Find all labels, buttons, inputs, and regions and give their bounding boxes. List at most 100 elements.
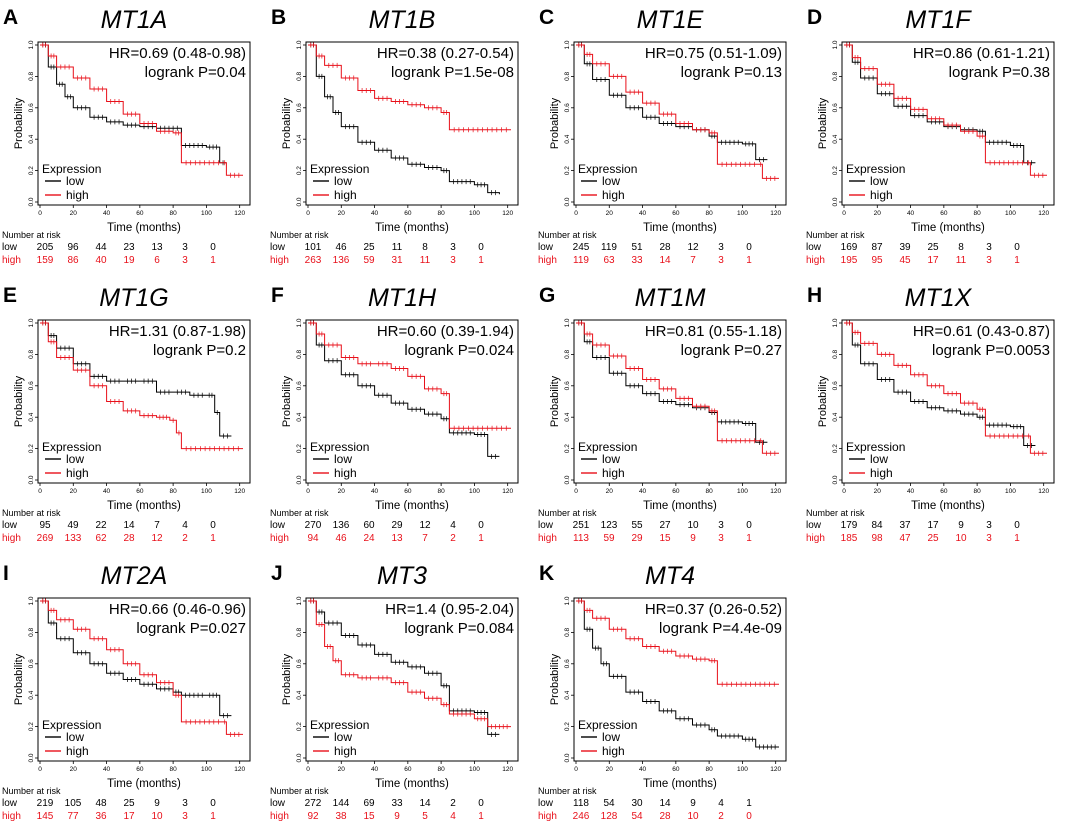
plot-frame — [305, 597, 519, 762]
risk-value-low: 245 — [573, 242, 590, 253]
x-tick-label: 20 — [70, 210, 78, 217]
risk-value-high: 98 — [871, 533, 883, 544]
x-tick-label: 40 — [371, 766, 379, 773]
survival-curve-low — [40, 600, 232, 717]
risk-value-low: 3 — [986, 520, 992, 531]
risk-value-low: 60 — [363, 520, 375, 531]
km-panel-mt1e: C MT1E 0.0 0.2 0.4 0.6 0.8 1.0 0 20 40 60 80 100 120 Pr… — [536, 0, 804, 278]
risk-table-title: Number at risk — [538, 508, 597, 518]
legend-title: Expression — [310, 718, 369, 732]
logrank-p: logrank P=0.04 — [145, 64, 246, 81]
risk-value-low: 51 — [631, 242, 643, 253]
x-tick-label: 80 — [170, 210, 178, 217]
risk-value-low: 8 — [422, 242, 428, 253]
y-axis-label: Probability — [817, 375, 829, 427]
x-tick-label: 20 — [606, 488, 614, 495]
risk-value-high: 1 — [478, 533, 484, 544]
x-tick-label: 100 — [469, 488, 480, 495]
x-axis-label: Time (months) — [643, 222, 717, 234]
y-tick-label: 0.0 — [28, 753, 35, 762]
y-tick-label: 0.6 — [564, 659, 571, 668]
risk-value-high: 136 — [333, 255, 350, 266]
risk-row-label-low: low — [2, 242, 18, 253]
risk-value-high: 14 — [659, 255, 671, 266]
legend-title: Expression — [846, 440, 905, 454]
plot-frame — [573, 597, 787, 762]
risk-value-low: 144 — [333, 798, 350, 809]
risk-table-title: Number at risk — [2, 508, 61, 518]
risk-value-low: 12 — [419, 520, 431, 531]
y-tick-label: 0.4 — [564, 134, 571, 143]
x-tick-label: 120 — [770, 766, 781, 773]
y-tick-label: 0.2 — [296, 166, 303, 175]
risk-row-label-high: high — [270, 811, 289, 822]
risk-value-low: 0 — [1014, 520, 1020, 531]
panel-letter: G — [539, 284, 555, 307]
x-tick-label: 60 — [136, 210, 144, 217]
legend-title: Expression — [310, 162, 369, 176]
y-tick-label: 0.0 — [832, 197, 839, 206]
y-tick-label: 0.0 — [28, 197, 35, 206]
risk-value-low: 22 — [95, 520, 107, 531]
x-tick-label: 40 — [103, 766, 111, 773]
risk-value-high: 59 — [603, 533, 615, 544]
risk-value-high: 0 — [746, 811, 752, 822]
risk-value-low: 17 — [927, 520, 939, 531]
legend-label-low: low — [602, 452, 620, 466]
risk-value-low: 30 — [631, 798, 643, 809]
x-tick-label: 100 — [201, 210, 212, 217]
survival-curve-low — [576, 44, 768, 161]
risk-value-low: 119 — [601, 242, 617, 253]
risk-value-low: 0 — [478, 798, 484, 809]
legend-title: Expression — [42, 162, 101, 176]
y-axis-label: Probability — [281, 97, 293, 149]
y-tick-label: 0.8 — [564, 350, 571, 359]
km-panel-mt1a: A MT1A 0.0 0.2 0.4 0.6 0.8 1.0 0 20 40 60 80 100 120 Pr… — [0, 0, 268, 278]
risk-value-high: 5 — [422, 811, 428, 822]
legend-label-high: high — [66, 744, 89, 758]
risk-value-high: 246 — [573, 811, 590, 822]
x-tick-label: 100 — [737, 488, 748, 495]
risk-value-high: 24 — [363, 533, 375, 544]
y-tick-label: 0.4 — [28, 134, 35, 143]
risk-value-high: 3 — [450, 255, 456, 266]
risk-value-low: 136 — [333, 520, 350, 531]
logrank-p: logrank P=0.2 — [153, 342, 246, 359]
y-tick-label: 1.0 — [832, 318, 839, 327]
y-tick-label: 0.4 — [564, 412, 571, 421]
risk-value-high: 4 — [450, 811, 456, 822]
risk-value-high: 17 — [927, 255, 939, 266]
risk-value-low: 272 — [305, 798, 322, 809]
km-panel-mt4: K MT4 0.0 0.2 0.4 0.6 0.8 1.0 0 20 40 60 80 100 120 Pro… — [536, 556, 804, 834]
x-tick-label: 100 — [737, 766, 748, 773]
x-tick-label: 80 — [706, 766, 714, 773]
risk-value-high: 28 — [123, 533, 135, 544]
risk-value-low: 118 — [573, 798, 589, 809]
legend-label-high: high — [334, 466, 357, 480]
x-tick-label: 100 — [469, 766, 480, 773]
risk-table-title: Number at risk — [806, 230, 865, 240]
y-tick-label: 0.4 — [832, 412, 839, 421]
y-tick-label: 1.0 — [564, 40, 571, 49]
risk-table-title: Number at risk — [538, 786, 597, 796]
plot-frame — [841, 41, 1055, 206]
risk-value-high: 95 — [871, 255, 883, 266]
risk-value-low: 49 — [67, 520, 79, 531]
legend-label-low: low — [602, 174, 620, 188]
risk-value-low: 96 — [67, 242, 79, 253]
y-tick-label: 0.4 — [564, 690, 571, 699]
x-axis-label: Time (months) — [107, 500, 181, 512]
risk-row-label-high: high — [270, 255, 289, 266]
panel-letter: B — [271, 6, 286, 29]
risk-row-label-low: low — [2, 798, 18, 809]
x-tick-label: 20 — [70, 766, 78, 773]
risk-row-label-low: low — [270, 242, 286, 253]
risk-value-low: 3 — [718, 520, 724, 531]
km-panel-mt2a: I MT2A 0.0 0.2 0.4 0.6 0.8 1.0 0 20 40 60 80 100 120 Pr… — [0, 556, 268, 834]
panel-letter: C — [539, 6, 554, 29]
y-axis-label: Probability — [13, 97, 25, 149]
x-tick-label: 80 — [706, 488, 714, 495]
survival-curve-low — [844, 44, 1036, 164]
